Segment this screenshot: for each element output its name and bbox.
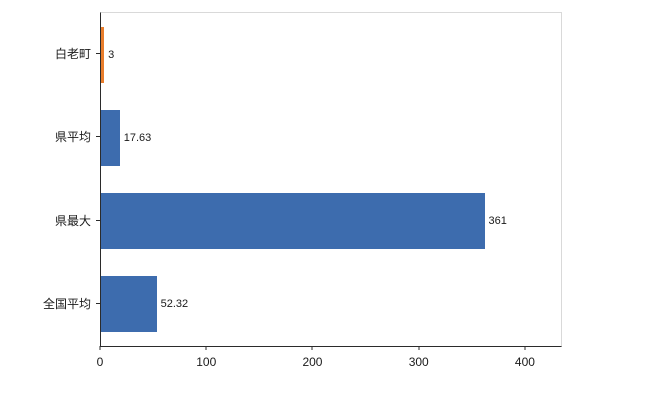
bars-container: 3 17.63 361 52.32 (101, 13, 561, 346)
plot-area: 3 17.63 361 52.32 (100, 12, 562, 347)
category-label-row: 白老町 (0, 12, 100, 95)
x-tick-mark (311, 346, 313, 350)
y-tick-mark (96, 302, 100, 304)
bar (101, 26, 105, 83)
x-tick-mark (99, 346, 101, 350)
x-axis: 0 100 200 300 400 (96, 346, 560, 380)
x-tick-mark (205, 346, 207, 350)
y-tick-mark (96, 53, 100, 55)
category-label: 全国平均 (42, 296, 91, 311)
category-label: 県最大 (54, 213, 91, 228)
y-axis-labels: 白老町県平均県最大全国平均 (0, 12, 100, 345)
bar (101, 276, 157, 333)
bar-row: 3 (101, 13, 561, 96)
bar-value-label: 17.63 (123, 131, 152, 144)
x-tick-label: 300 (408, 355, 429, 369)
x-tick-mark (418, 346, 420, 350)
bar-value-label: 361 (488, 215, 507, 228)
bar (101, 109, 120, 166)
bar-row: 52.32 (101, 263, 561, 346)
x-tick-label: 100 (196, 355, 217, 369)
category-label-row: 県最大 (0, 179, 100, 262)
x-tick-mark (524, 346, 526, 350)
bar-row: 17.63 (101, 96, 561, 179)
bar-row: 361 (101, 180, 561, 263)
bar-value-label: 52.32 (160, 298, 189, 311)
category-label-row: 全国平均 (0, 262, 100, 345)
category-label: 県平均 (54, 130, 91, 145)
y-tick-mark (96, 136, 100, 138)
category-label-row: 県平均 (0, 95, 100, 178)
bar (101, 193, 485, 250)
x-tick-label: 400 (514, 355, 535, 369)
y-tick-mark (96, 219, 100, 221)
bar-value-label: 3 (108, 48, 115, 61)
x-tick-label: 200 (302, 355, 323, 369)
x-tick-label: 0 (96, 355, 104, 369)
category-label: 白老町 (54, 47, 91, 62)
